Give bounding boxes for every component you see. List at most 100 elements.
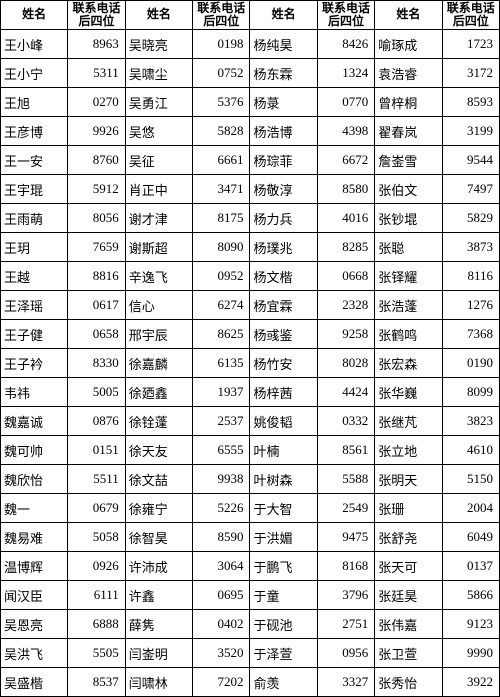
phone-cell: 8537	[68, 668, 125, 697]
phone-cell: 5058	[68, 523, 125, 552]
name-cell: 詹崟雪	[375, 146, 442, 175]
name-cell: 俞羡	[250, 668, 317, 697]
name-cell: 张秀怡	[375, 668, 442, 697]
name-cell: 王旭	[1, 88, 68, 117]
phone-cell: 0190	[442, 349, 499, 378]
col-header-name: 姓名	[375, 1, 442, 30]
name-cell: 王子健	[1, 320, 68, 349]
name-cell: 韦祎	[1, 378, 68, 407]
table-row: 王旭0270吴勇江5376杨菉0770曾梓桐8593	[1, 88, 500, 117]
phone-cell: 8090	[193, 233, 250, 262]
phone-cell: 9258	[317, 320, 374, 349]
phone-cell: 0926	[68, 552, 125, 581]
phone-cell: 0617	[68, 291, 125, 320]
phone-cell: 9990	[442, 639, 499, 668]
name-cell: 张明天	[375, 465, 442, 494]
name-cell: 姚俊韬	[250, 407, 317, 436]
phone-cell: 0270	[68, 88, 125, 117]
name-cell: 吴勇江	[125, 88, 192, 117]
name-cell: 邢宇辰	[125, 320, 192, 349]
phone-cell: 0752	[193, 59, 250, 88]
name-cell: 徐嘉麟	[125, 349, 192, 378]
phone-cell: 0956	[317, 639, 374, 668]
name-cell: 王越	[1, 262, 68, 291]
name-cell: 谢斯超	[125, 233, 192, 262]
phone-cell: 8426	[317, 30, 374, 59]
name-cell: 魏一	[1, 494, 68, 523]
phone-cell: 7497	[442, 175, 499, 204]
phone-cell: 9938	[193, 465, 250, 494]
phone-cell: 2549	[317, 494, 374, 523]
phone-cell: 5376	[193, 88, 250, 117]
phone-cell: 0198	[193, 30, 250, 59]
phone-cell: 5005	[68, 378, 125, 407]
name-cell: 叶树森	[250, 465, 317, 494]
table-row: 吴恩亮6888薛隽0402于砚池2751张伟嘉9123	[1, 610, 500, 639]
name-cell: 魏易难	[1, 523, 68, 552]
name-cell: 王雨萌	[1, 204, 68, 233]
roster-table: 姓名 联系电话后四位 姓名 联系电话后四位 姓名 联系电话后四位 姓名 联系电话…	[0, 0, 500, 697]
phone-cell: 0695	[193, 581, 250, 610]
name-cell: 杨菉	[250, 88, 317, 117]
phone-cell: 3327	[317, 668, 374, 697]
table-row: 王小峰8963吴晓亮0198杨纯昊8426喻琢成1723	[1, 30, 500, 59]
phone-cell: 3796	[317, 581, 374, 610]
table-row: 韦祎5005徐廼鑫1937杨梓茜4424张华巍8099	[1, 378, 500, 407]
table-row: 吴盛楷8537闫啸林7202俞羡3327张秀怡3922	[1, 668, 500, 697]
name-cell: 魏嘉诚	[1, 407, 68, 436]
name-cell: 杨纯昊	[250, 30, 317, 59]
phone-cell: 1937	[193, 378, 250, 407]
phone-cell: 3873	[442, 233, 499, 262]
table-row: 闻汉臣6111许鑫0695于童3796张廷昊5866	[1, 581, 500, 610]
name-cell: 温博辉	[1, 552, 68, 581]
name-cell: 杨浩博	[250, 117, 317, 146]
name-cell: 魏可帅	[1, 436, 68, 465]
name-cell: 徐铨蓬	[125, 407, 192, 436]
col-header-phone: 联系电话后四位	[68, 1, 125, 30]
name-cell: 张天可	[375, 552, 442, 581]
name-cell: 信心	[125, 291, 192, 320]
phone-cell: 8116	[442, 262, 499, 291]
name-cell: 吴晓亮	[125, 30, 192, 59]
table-row: 王子健0658邢宇辰8625杨彧鉴9258张鹤鸣7368	[1, 320, 500, 349]
table-row: 魏嘉诚0876徐铨蓬2537姚俊韬0332张继芃3823	[1, 407, 500, 436]
phone-cell: 6049	[442, 523, 499, 552]
phone-cell: 1276	[442, 291, 499, 320]
phone-cell: 6661	[193, 146, 250, 175]
phone-cell: 0952	[193, 262, 250, 291]
name-cell: 喻琢成	[375, 30, 442, 59]
phone-cell: 7659	[68, 233, 125, 262]
phone-cell: 7202	[193, 668, 250, 697]
phone-cell: 6672	[317, 146, 374, 175]
phone-cell: 5588	[317, 465, 374, 494]
name-cell: 张宏森	[375, 349, 442, 378]
name-cell: 吴悠	[125, 117, 192, 146]
table-row: 王雨萌8056谢才津8175杨力兵4016张钞堒5829	[1, 204, 500, 233]
table-row: 王一安8760吴征6661杨琮菲6672詹崟雪9544	[1, 146, 500, 175]
name-cell: 杨东霖	[250, 59, 317, 88]
table-row: 王玥7659谢斯超8090杨璞兆8285张聪3873	[1, 233, 500, 262]
name-cell: 张立地	[375, 436, 442, 465]
phone-cell: 3471	[193, 175, 250, 204]
name-cell: 张珊	[375, 494, 442, 523]
name-cell: 王宇琨	[1, 175, 68, 204]
name-cell: 杨彧鉴	[250, 320, 317, 349]
phone-cell: 9926	[68, 117, 125, 146]
phone-cell: 5150	[442, 465, 499, 494]
phone-cell: 5829	[442, 204, 499, 233]
name-cell: 闫崟明	[125, 639, 192, 668]
phone-cell: 5511	[68, 465, 125, 494]
phone-cell: 5226	[193, 494, 250, 523]
table-row: 魏一0679徐雍宁5226于大智2549张珊2004	[1, 494, 500, 523]
name-cell: 徐雍宁	[125, 494, 192, 523]
phone-cell: 8593	[442, 88, 499, 117]
phone-cell: 0770	[317, 88, 374, 117]
table-row: 魏易难5058徐智昊8590于洪媚9475张舒尧6049	[1, 523, 500, 552]
name-cell: 于洪媚	[250, 523, 317, 552]
name-cell: 于泽萱	[250, 639, 317, 668]
table-row: 温博辉0926许沛成3064于鹏飞8168张天可0137	[1, 552, 500, 581]
phone-cell: 8099	[442, 378, 499, 407]
phone-cell: 0151	[68, 436, 125, 465]
phone-cell: 8590	[193, 523, 250, 552]
phone-cell: 8816	[68, 262, 125, 291]
